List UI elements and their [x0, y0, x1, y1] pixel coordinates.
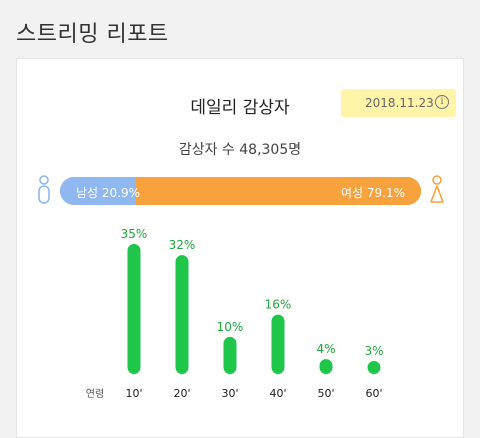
- age-bar: [271, 314, 285, 374]
- female-ratio-label: 여성 79.1%: [340, 186, 405, 200]
- age-value-label: 3%: [364, 344, 383, 358]
- male-segment: [60, 177, 136, 205]
- age-category-label: 50': [317, 387, 334, 400]
- gender-ratio-bar: 남성 20.9% 여성 79.1%: [60, 177, 421, 205]
- age-category-label: 10': [125, 387, 142, 400]
- age-value-label: 16%: [265, 298, 292, 312]
- age-bar: [127, 244, 141, 374]
- listener-count: 감상자 수 48,305명: [178, 142, 302, 158]
- card-title: 데일리 감상자: [190, 98, 290, 118]
- age-value-label: 35%: [121, 227, 148, 241]
- report-date: 2018.11.23: [365, 96, 434, 110]
- female-segment: [135, 177, 421, 205]
- daily-listeners-card: 데일리 감상자 2018.11.23 i 감상자 수 48,305명 남성 20…: [16, 58, 464, 438]
- female-person-icon: [430, 175, 444, 203]
- age-category-label: 30': [221, 387, 238, 400]
- info-icon[interactable]: i: [435, 95, 449, 109]
- age-category-label: 40': [269, 387, 286, 400]
- age-bar-chart: 연령 35% 10' 32% 20' 10% 30' 16% 40' 4% 50' 3% 60': [86, 227, 384, 400]
- page-title: 스트리밍 리포트: [16, 22, 169, 47]
- age-bar: [319, 359, 333, 374]
- age-value-label: 4%: [316, 342, 335, 356]
- age-bar: [175, 255, 189, 374]
- date-highlight: 2018.11.23 i: [341, 89, 456, 117]
- age-value-label: 10%: [217, 320, 244, 334]
- male-person-icon: [38, 175, 50, 204]
- age-bar: [367, 361, 381, 374]
- age-value-label: 32%: [169, 238, 196, 252]
- x-axis-label: 연령: [86, 388, 104, 400]
- age-category-label: 20': [173, 387, 190, 400]
- age-bar: [223, 336, 237, 374]
- age-category-label: 60': [365, 387, 382, 400]
- male-ratio-label: 남성 20.9%: [76, 186, 141, 200]
